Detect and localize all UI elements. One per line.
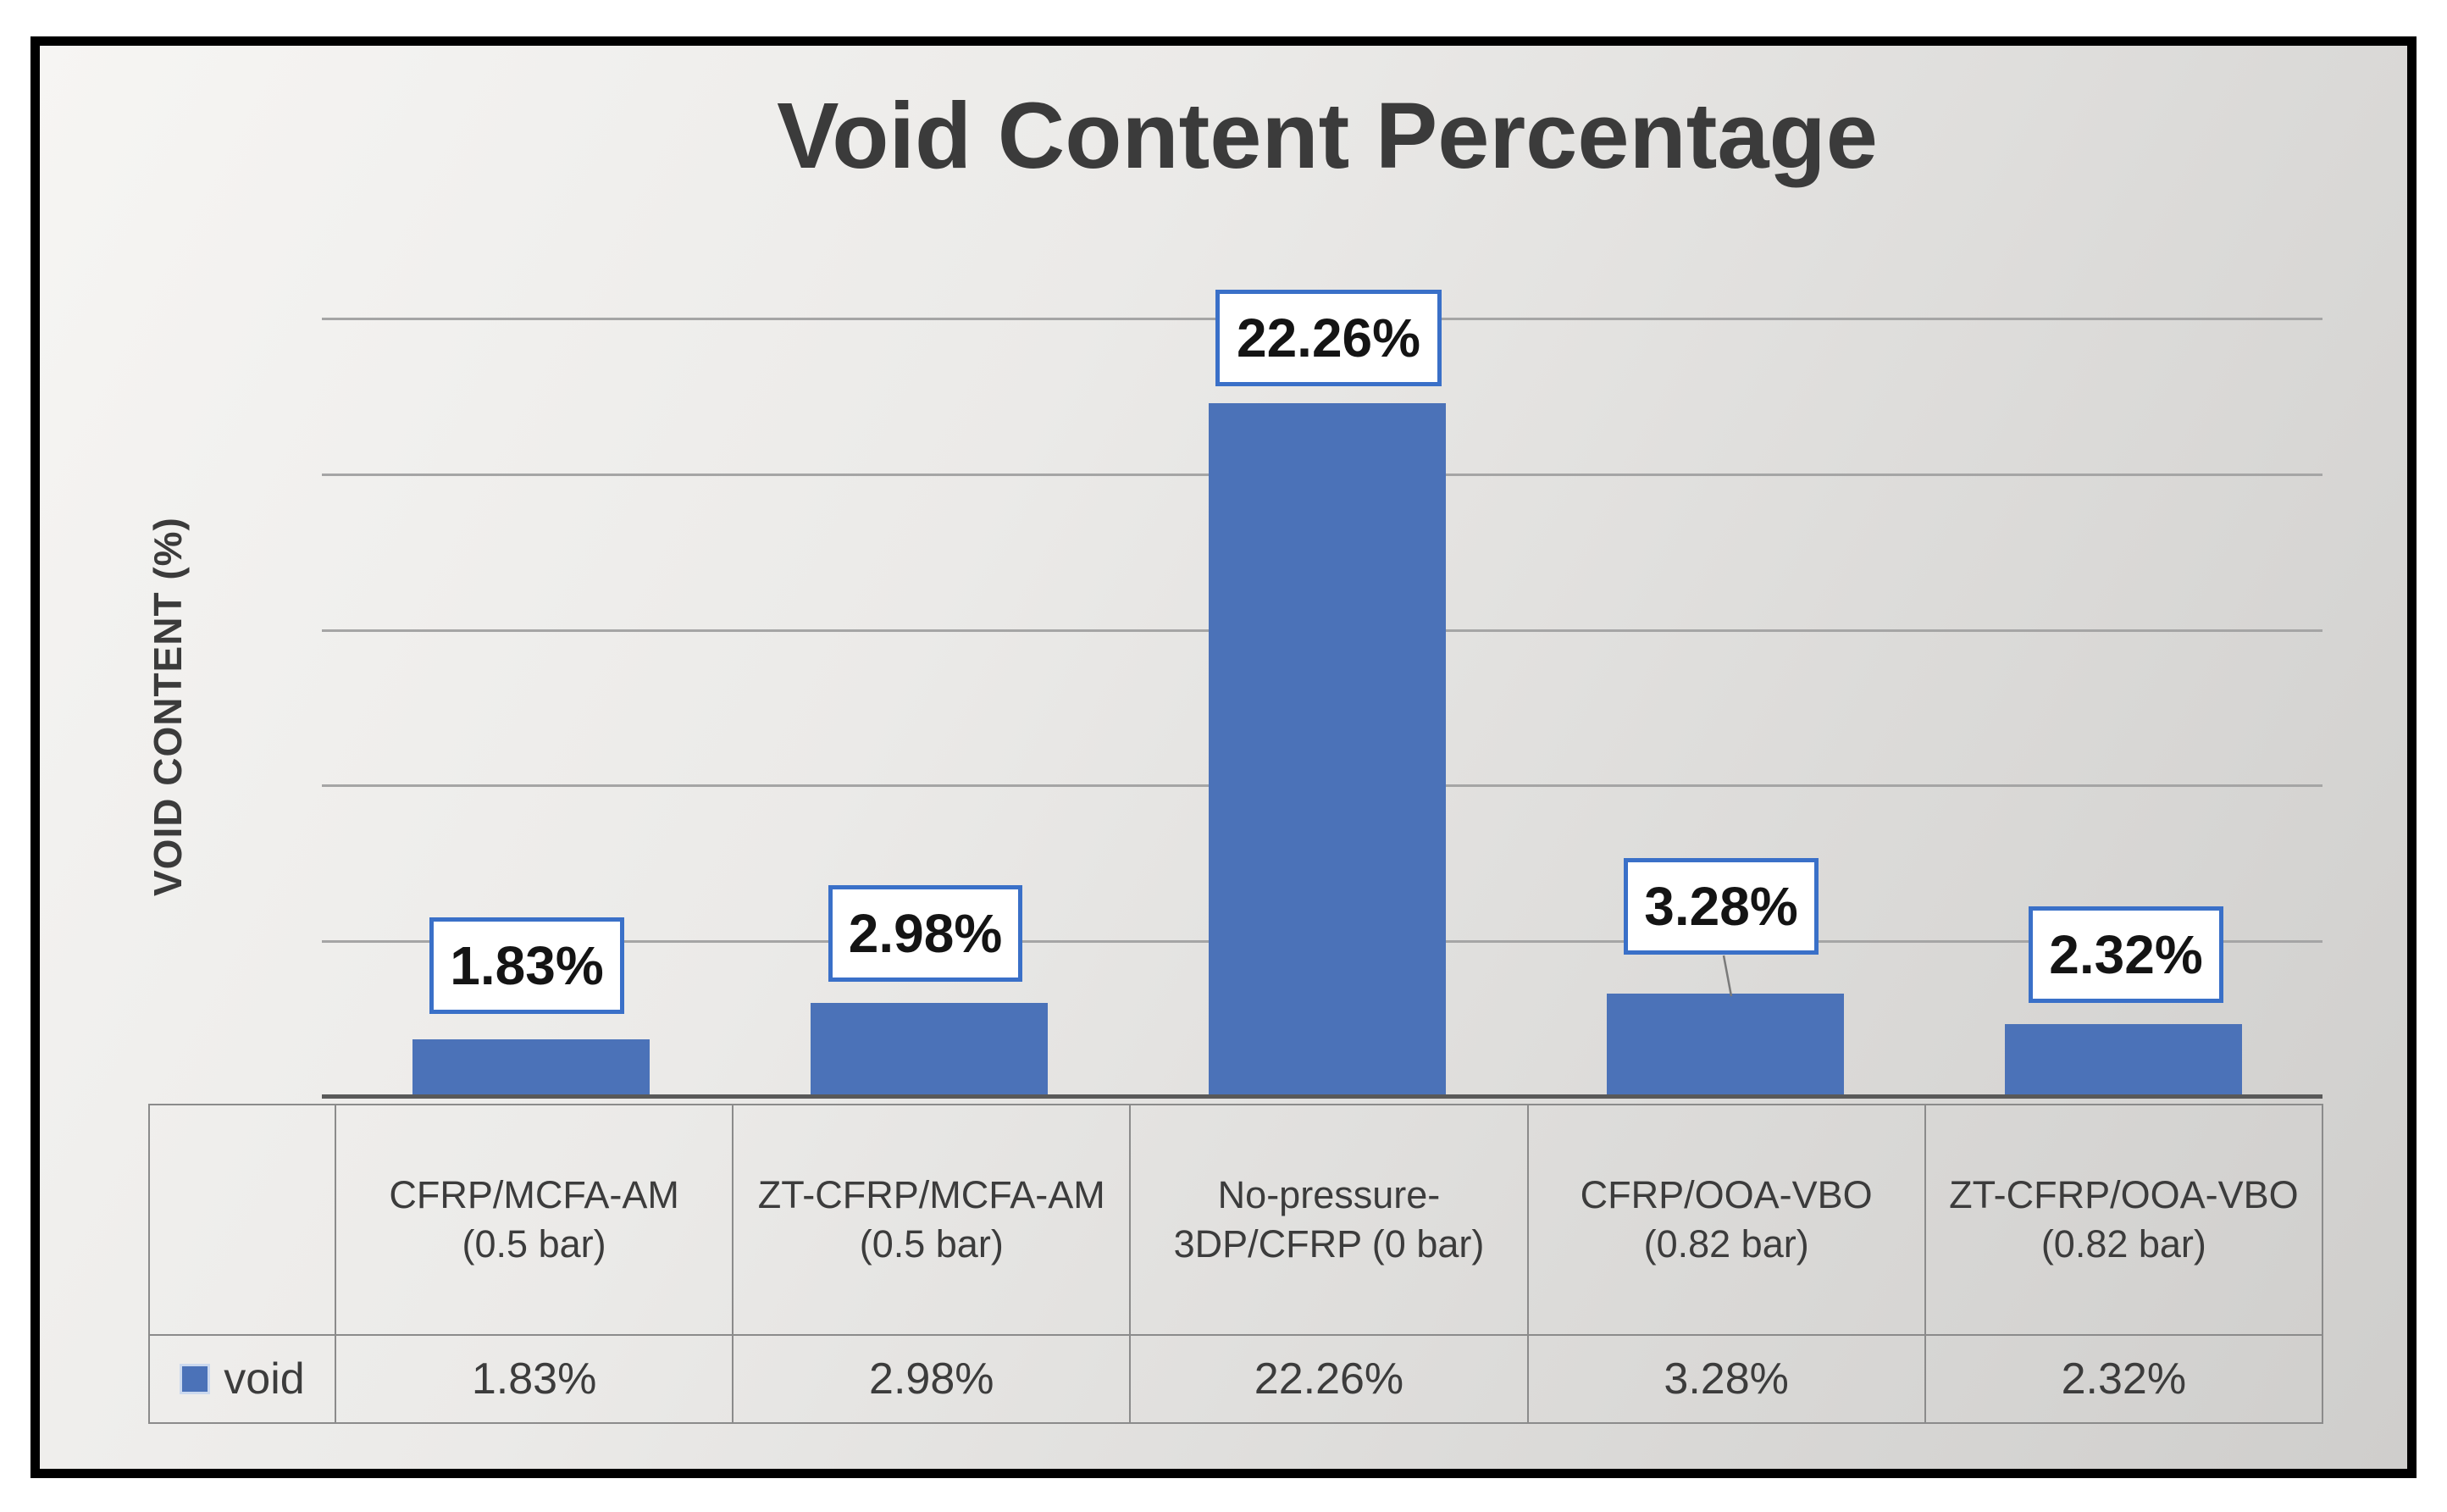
category-header-cell: No-pressure-3DP/CFRP (0 bar) [1129, 1104, 1529, 1336]
value-cell: 1.83% [334, 1334, 734, 1424]
bar-slot [332, 318, 730, 1096]
y-axis-title: VOID CONTENT (%) [146, 517, 190, 897]
value-cell: 2.32% [1924, 1334, 2324, 1424]
bar-slot [1924, 318, 2322, 1096]
legend-cell: void [148, 1334, 336, 1424]
legend-series-label: void [224, 1354, 305, 1404]
data-table-value-row: void 1.83% 2.98% 22.26% 3.28% 2.32% [148, 1334, 2324, 1424]
bar-series-void [332, 318, 2322, 1096]
category-header-cell: CFRP/OOA-VBO (0.82 bar) [1526, 1104, 1926, 1336]
chart-area: Void Content Percentage VOID CONTENT (%)… [40, 46, 2407, 1469]
bar-zt-cfrp-mcfa-am [811, 1003, 1048, 1096]
data-label-callout: 22.26% [1215, 290, 1442, 386]
bar-slot [730, 318, 1128, 1096]
value-cell: 3.28% [1526, 1334, 1926, 1424]
data-table-category-row: CFRP/MCFA-AM (0.5 bar) ZT-CFRP/MCFA-AM (… [148, 1104, 2324, 1336]
data-label-callout: 1.83% [429, 917, 624, 1014]
bar-no-pressure-3dp-cfrp [1209, 402, 1446, 1096]
category-header-cell: CFRP/MCFA-AM (0.5 bar) [334, 1104, 734, 1336]
bar-cfrp-ooa-vbo [1607, 994, 1844, 1096]
data-label-callout: 2.98% [828, 885, 1022, 982]
value-cell: 22.26% [1129, 1334, 1529, 1424]
value-cell: 2.98% [732, 1334, 1132, 1424]
bar-slot [1128, 318, 1526, 1096]
void-series-swatch-icon [180, 1364, 211, 1394]
data-table-corner-cell [148, 1104, 336, 1336]
data-label-callout: 2.32% [2029, 906, 2223, 1003]
chart-title: Void Content Percentage [777, 84, 1878, 188]
bar-zt-cfrp-ooa-vbo [2005, 1023, 2242, 1096]
bar-slot [1526, 318, 1924, 1096]
chart-frame: Void Content Percentage VOID CONTENT (%)… [30, 36, 2417, 1478]
category-header-cell: ZT-CFRP/MCFA-AM (0.5 bar) [732, 1104, 1132, 1336]
bar-cfrp-mcfa-am [412, 1038, 650, 1096]
plot-area [322, 318, 2322, 1099]
x-axis-line [322, 1094, 2322, 1099]
data-table: CFRP/MCFA-AM (0.5 bar) ZT-CFRP/MCFA-AM (… [148, 1104, 2324, 1424]
data-label-callout: 3.28% [1624, 858, 1819, 955]
category-header-cell: ZT-CFRP/OOA-VBO (0.82 bar) [1924, 1104, 2324, 1336]
